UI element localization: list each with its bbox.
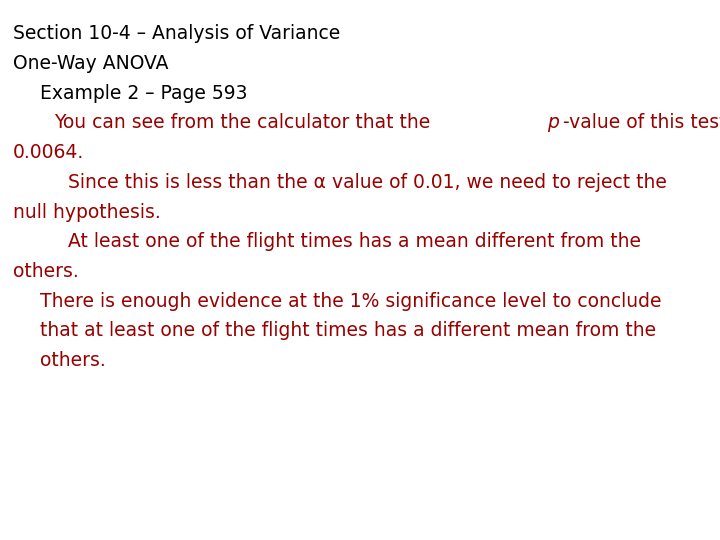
Text: p: p bbox=[547, 113, 559, 132]
Text: 0.0064.: 0.0064. bbox=[13, 143, 84, 162]
Text: There is enough evidence at the 1% significance level to conclude: There is enough evidence at the 1% signi… bbox=[40, 292, 661, 310]
Text: Example 2 – Page 593: Example 2 – Page 593 bbox=[40, 84, 247, 103]
Text: One-Way ANOVA: One-Way ANOVA bbox=[13, 54, 168, 73]
Text: You can see from the calculator that the: You can see from the calculator that the bbox=[54, 113, 436, 132]
Text: others.: others. bbox=[40, 351, 105, 370]
Text: Section 10-4 – Analysis of Variance: Section 10-4 – Analysis of Variance bbox=[13, 24, 341, 43]
Text: that at least one of the flight times has a different mean from the: that at least one of the flight times ha… bbox=[40, 321, 656, 340]
Text: others.: others. bbox=[13, 262, 78, 281]
Text: Since this is less than the α value of 0.01, we need to reject the: Since this is less than the α value of 0… bbox=[68, 173, 667, 192]
Text: null hypothesis.: null hypothesis. bbox=[13, 202, 161, 221]
Text: -value of this test is: -value of this test is bbox=[562, 113, 720, 132]
Text: At least one of the flight times has a mean different from the: At least one of the flight times has a m… bbox=[68, 232, 642, 251]
